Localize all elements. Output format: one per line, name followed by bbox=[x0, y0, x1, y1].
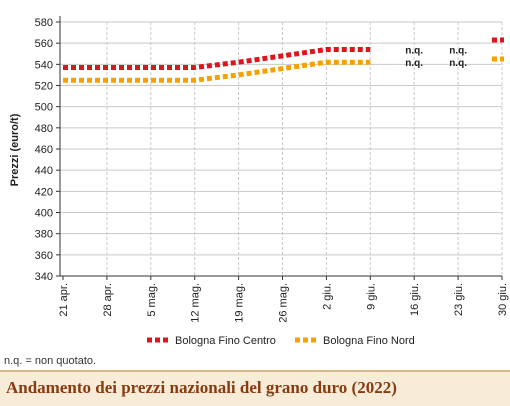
y-tick-label: 360 bbox=[35, 250, 53, 262]
y-tick-label: 540 bbox=[35, 59, 53, 71]
y-tick-label: 520 bbox=[35, 81, 53, 93]
footnote: n.q. = non quotato. bbox=[4, 355, 97, 367]
series-lines bbox=[63, 37, 504, 83]
nq-label: n.q. bbox=[449, 58, 467, 69]
y-axis-label: Prezzi (euro/t) bbox=[9, 113, 21, 186]
nq-labels: n.q.n.q.n.q.n.q. bbox=[405, 46, 467, 70]
legend-label: Bologna Fino Nord bbox=[323, 335, 415, 347]
y-tick-label: 560 bbox=[35, 38, 53, 50]
x-tick-label: 9 giu. bbox=[365, 283, 377, 310]
y-tick-label: 480 bbox=[35, 123, 53, 135]
y-tick-label: 340 bbox=[35, 271, 53, 283]
x-axis: 21 apr. 28 apr. 5 mag. 12 mag. 19 mag. 26 mag… bbox=[58, 275, 509, 323]
y-tick-label: 400 bbox=[35, 208, 53, 220]
y-axis: 340 360 380 400 420 440 460 480 500 520 540 560 580 bbox=[35, 16, 61, 283]
title-bar: Andamento dei prezzi nazionali del grano… bbox=[0, 370, 510, 406]
price-chart: 340360380400420440460480500520540560580 … bbox=[9, 16, 509, 347]
series-line bbox=[63, 59, 371, 83]
x-tick-label: 2 giu. bbox=[321, 283, 333, 310]
y-tick-label: 500 bbox=[35, 102, 53, 114]
x-tick-label: 23 giu. bbox=[453, 283, 465, 316]
x-tick-label: 21 apr. bbox=[58, 283, 70, 317]
series-line bbox=[63, 47, 371, 71]
x-tick-label: 26 mag. bbox=[278, 283, 290, 323]
y-tick-label: 420 bbox=[35, 186, 53, 198]
y-tick-label: 440 bbox=[35, 165, 53, 177]
x-tick-label: 12 mag. bbox=[190, 283, 202, 323]
legend: Bologna Fino Centro Bologna Fino Nord bbox=[147, 335, 415, 347]
y-tick-label: 580 bbox=[35, 17, 53, 29]
nq-label: n.q. bbox=[449, 46, 467, 57]
y-tick-label: 460 bbox=[35, 144, 53, 156]
y-tick-label: 380 bbox=[35, 229, 53, 241]
nq-label: n.q. bbox=[405, 46, 423, 57]
x-tick-label: 5 mag. bbox=[146, 283, 158, 317]
legend-label: Bologna Fino Centro bbox=[175, 335, 276, 347]
x-tick-label: 30 giu. bbox=[497, 283, 509, 316]
gridlines bbox=[60, 21, 503, 276]
nq-label: n.q. bbox=[405, 58, 423, 69]
x-tick-label: 19 mag. bbox=[234, 283, 246, 323]
chart-title: Andamento dei prezzi nazionali del grano… bbox=[6, 378, 397, 397]
x-tick-label: 28 apr. bbox=[102, 283, 114, 317]
x-tick-label: 16 giu. bbox=[409, 283, 421, 316]
